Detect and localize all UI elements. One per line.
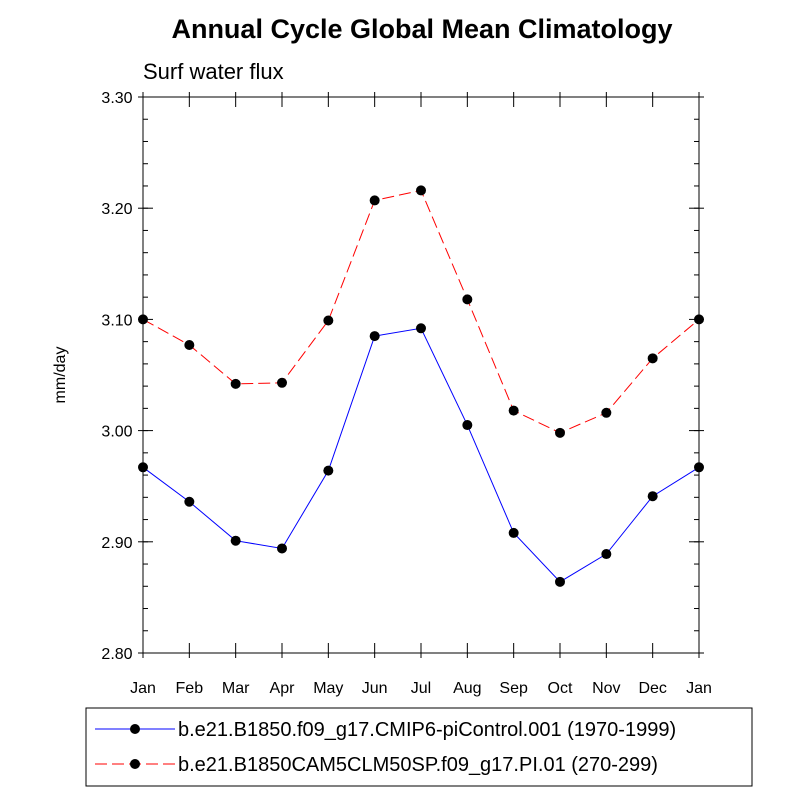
x-tick-label: Feb (176, 680, 204, 697)
y-axis-label: mm/day (52, 347, 69, 404)
data-point (184, 496, 195, 507)
data-point (323, 465, 334, 476)
legend-label-0: b.e21.B1850.f09_g17.CMIP6-piControl.001 … (178, 719, 676, 741)
data-point (508, 405, 519, 416)
data-point (230, 378, 241, 389)
y-tick-label: 3.20 (101, 201, 132, 218)
y-tick-label: 2.90 (101, 535, 132, 552)
data-point (138, 462, 148, 473)
plot-frame (142, 96, 700, 654)
series-line-0 (142, 327, 700, 583)
x-tick-label: May (313, 680, 343, 697)
x-tick-label: Jan (130, 680, 156, 697)
chart-subtitle: Surf water flux (143, 59, 284, 84)
data-point (462, 294, 473, 305)
x-tick-label: Mar (222, 680, 250, 697)
series-line-1 (142, 189, 700, 434)
data-point (694, 314, 704, 325)
x-tick-label: Jul (411, 680, 431, 697)
axis-ticks (138, 92, 704, 658)
data-point (601, 407, 612, 418)
y-tick-labels: 2.80 2.90 3.00 3.10 3.20 3.30 (101, 90, 132, 663)
x-tick-label: Dec (638, 680, 666, 697)
x-tick-label: Aug (453, 680, 481, 697)
series-layer (138, 185, 704, 587)
data-point (416, 185, 426, 196)
data-point (184, 339, 195, 350)
y-tick-label: 3.10 (101, 312, 132, 329)
x-tick-label: Oct (548, 680, 573, 697)
data-point (138, 314, 148, 325)
data-point (601, 549, 612, 560)
x-tick-label: Apr (270, 680, 296, 697)
data-point (369, 195, 380, 206)
data-point (230, 535, 241, 546)
data-point (369, 331, 380, 342)
data-point (694, 462, 704, 473)
x-tick-label: Jan (686, 680, 712, 697)
x-tick-label: Nov (592, 680, 620, 697)
legend-marker-1 (130, 759, 140, 769)
data-point (323, 315, 334, 326)
x-tick-labels: Jan Feb Mar Apr May Jun Jul Aug Sep Oct Nov Dec Jan (130, 680, 712, 697)
data-point (647, 353, 658, 364)
x-tick-label: Jun (362, 680, 388, 697)
y-tick-label: 3.00 (101, 424, 132, 441)
data-point (416, 323, 426, 334)
legend-label-1: b.e21.B1850CAM5CLM50SP.f09_g17.PI.01 (27… (178, 754, 658, 776)
x-tick-label: Sep (499, 680, 528, 697)
data-point (555, 427, 565, 438)
data-point (277, 377, 287, 388)
data-point (277, 543, 287, 554)
data-point (555, 576, 565, 587)
y-tick-label: 3.30 (101, 90, 132, 107)
legend-box (85, 707, 753, 787)
legend: b.e21.B1850.f09_g17.CMIP6-piControl.001 … (95, 719, 676, 776)
data-point (508, 527, 519, 538)
data-point (462, 420, 473, 431)
chart-title: Annual Cycle Global Mean Climatology (171, 14, 672, 44)
data-point (647, 491, 658, 502)
y-tick-label: 2.80 (101, 646, 132, 663)
legend-marker-0 (130, 724, 140, 734)
